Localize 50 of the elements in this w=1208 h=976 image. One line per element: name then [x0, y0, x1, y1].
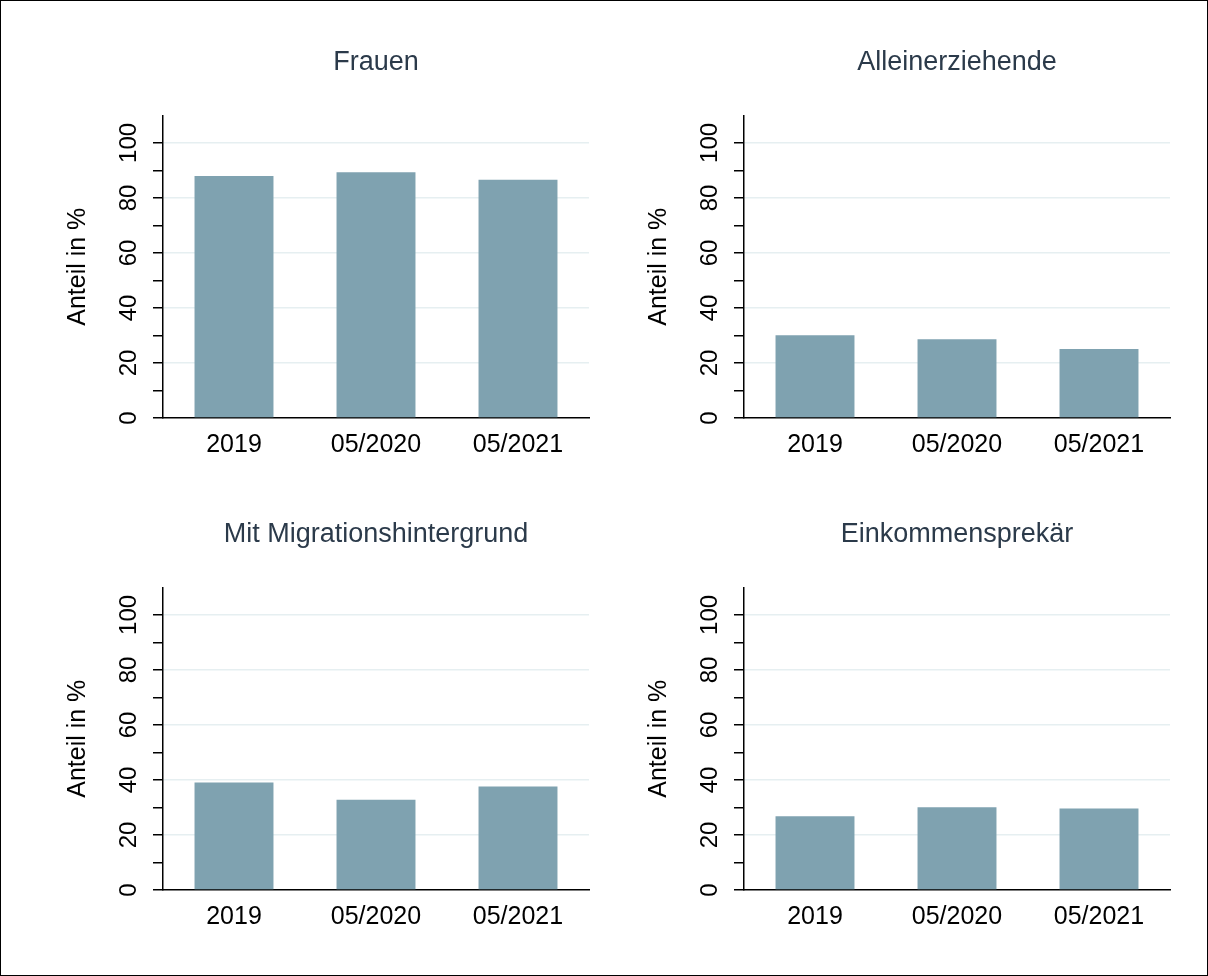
x-tick-label: 05/2020: [911, 900, 1003, 929]
y-tick-label: 40: [694, 294, 722, 322]
y-axis-title: Anteil in %: [642, 207, 671, 326]
y-tick-label: 100: [694, 594, 722, 635]
y-axis-title: Anteil in %: [642, 679, 671, 798]
bar: [194, 782, 274, 890]
y-tick-label: 40: [694, 766, 722, 794]
y-tick-label: 60: [694, 239, 722, 267]
y-tick-label: 60: [113, 239, 141, 267]
chart-title: Mit Migrationshintergrund: [223, 517, 529, 548]
x-tick-label: 05/2020: [330, 900, 422, 929]
y-tick-label: 80: [113, 184, 141, 212]
y-tick-label: 20: [113, 821, 141, 849]
y-tick-label: 20: [694, 349, 722, 377]
y-tick-label: 0: [113, 411, 141, 425]
bar: [1059, 808, 1139, 890]
bar: [775, 816, 855, 890]
y-tick-label: 60: [694, 711, 722, 739]
x-tick-label: 05/2021: [472, 428, 564, 457]
y-tick-label: 100: [113, 594, 141, 635]
y-tick-label: 60: [113, 711, 141, 739]
x-tick-label: 05/2021: [472, 900, 564, 929]
chart-title: Frauen: [333, 45, 419, 76]
y-tick-label: 80: [694, 656, 722, 684]
y-tick-label: 40: [113, 294, 141, 322]
y-tick-label: 20: [694, 821, 722, 849]
y-tick-label: 0: [694, 883, 722, 897]
x-tick-label: 05/2020: [330, 428, 422, 457]
y-tick-label: 80: [113, 656, 141, 684]
chart-title: Alleinerziehende: [857, 45, 1057, 76]
x-tick-label: 2019: [787, 900, 843, 929]
y-tick-label: 0: [694, 411, 722, 425]
y-tick-label: 100: [694, 122, 722, 163]
x-tick-label: 05/2020: [911, 428, 1003, 457]
y-axis-title: Anteil in %: [61, 679, 90, 798]
y-tick-label: 80: [694, 184, 722, 212]
y-tick-label: 100: [113, 122, 141, 163]
bar: [917, 807, 997, 890]
chart-title: Einkommensprekär: [840, 517, 1074, 548]
x-tick-label: 05/2021: [1053, 900, 1145, 929]
x-tick-label: 2019: [787, 428, 843, 457]
bar: [478, 786, 558, 890]
bar: [336, 799, 416, 890]
x-tick-label: 2019: [206, 428, 262, 457]
y-axis-title: Anteil in %: [61, 207, 90, 326]
y-tick-label: 20: [113, 349, 141, 377]
y-tick-label: 40: [113, 766, 141, 794]
y-tick-label: 0: [113, 883, 141, 897]
x-tick-label: 05/2021: [1053, 428, 1145, 457]
x-tick-label: 2019: [206, 900, 262, 929]
